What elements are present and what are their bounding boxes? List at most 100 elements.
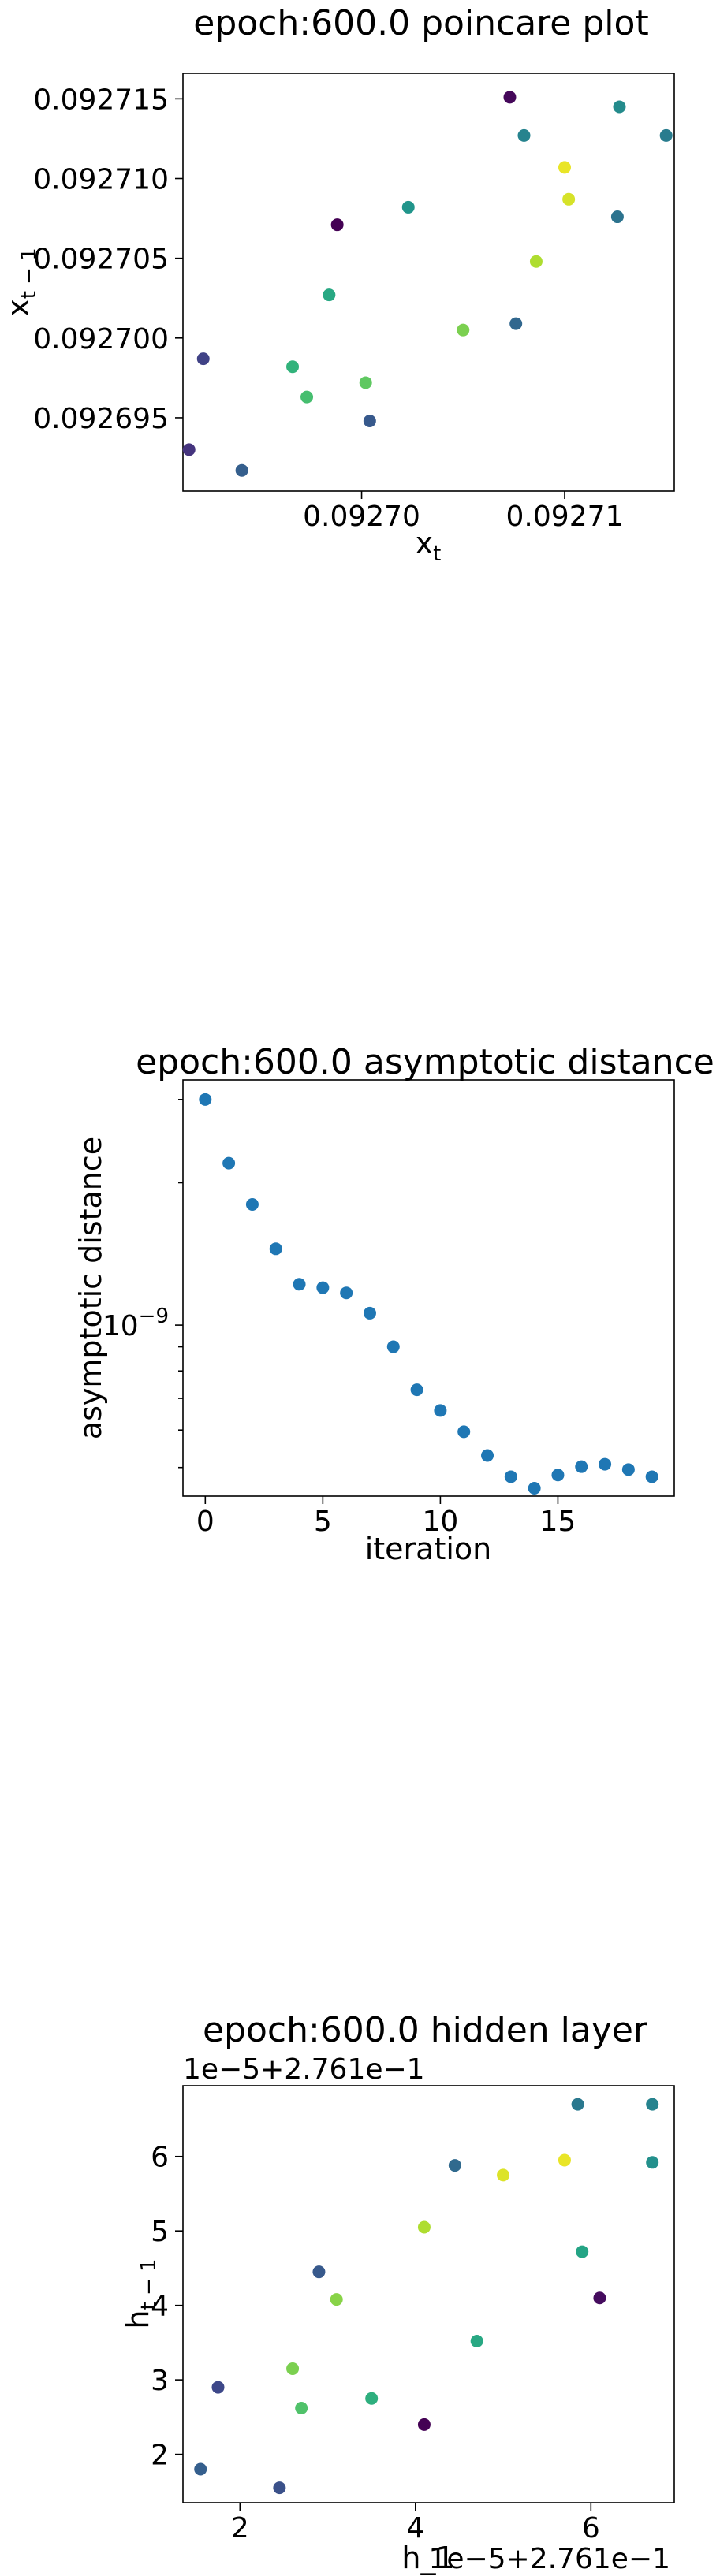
- poincare-point: [517, 128, 531, 142]
- poincare-ylabel: xt − 1: [1, 248, 41, 317]
- hidden-layer-xtick-label: 2: [231, 2512, 249, 2544]
- asymptotic-point: [199, 1093, 212, 1106]
- hidden-layer-point: [417, 2418, 431, 2431]
- asymptotic-distance-series: [199, 1093, 658, 1495]
- hidden-layer-scatter-series: [194, 2098, 659, 2495]
- poincare-xtick-label: 0.09270: [303, 501, 420, 533]
- hidden-layer-ytick-label: 3: [151, 2365, 169, 2397]
- asymptotic-y-axis: 10−9: [103, 1099, 183, 1469]
- asymptotic-point: [599, 1457, 612, 1471]
- asymptotic-xtick-label: 10: [422, 1506, 458, 1538]
- asymptotic-point: [316, 1281, 330, 1294]
- asymptotic-distance-title: epoch:600.0 asymptotic distance: [136, 1042, 714, 1082]
- poincare-point: [558, 161, 571, 174]
- asymptotic-distance-plot-area: [182, 1079, 675, 1497]
- asymptotic-ytick-label: 10−9: [103, 1305, 169, 1342]
- asymptotic-point: [457, 1425, 471, 1439]
- asymptotic-point: [434, 1404, 447, 1417]
- poincare-point: [359, 376, 372, 389]
- poincare-ytick-label: 0.092705: [33, 244, 169, 276]
- poincare-point: [613, 100, 626, 114]
- hidden-layer-point: [365, 2392, 379, 2405]
- asymptotic-point: [575, 1460, 588, 1473]
- hidden-layer-panel: epoch:600.0 hidden layer 1e−5+2.761e−1 2…: [121, 2010, 675, 2575]
- hidden-layer-point: [448, 2159, 461, 2172]
- hidden-layer-point: [312, 2265, 326, 2279]
- hidden-layer-point: [417, 2220, 431, 2234]
- poincare-plot-area: [182, 73, 675, 492]
- poincare-point: [363, 414, 376, 427]
- hidden-layer-point: [558, 2153, 571, 2167]
- asymptotic-point: [293, 1278, 306, 1291]
- poincare-point: [529, 255, 543, 268]
- hidden-layer-point: [295, 2402, 308, 2415]
- poincare-point: [330, 218, 344, 232]
- asymptotic-point: [245, 1197, 259, 1211]
- poincare-point: [659, 128, 673, 142]
- poincare-point: [300, 390, 314, 404]
- poincare-point: [323, 288, 336, 302]
- poincare-ytick-label: 0.092710: [33, 164, 169, 196]
- poincare-point: [401, 200, 415, 214]
- poincare-xtick-label: 0.09271: [506, 501, 624, 533]
- asymptotic-point: [645, 1470, 658, 1483]
- hidden-layer-point: [273, 2481, 286, 2495]
- hidden-layer-ytick-label: 6: [151, 2142, 169, 2174]
- asymptotic-point: [504, 1470, 517, 1483]
- poincare-scatter-series: [182, 91, 673, 477]
- hidden-layer-point: [593, 2291, 606, 2305]
- asymptotic-point: [410, 1383, 423, 1397]
- hidden-layer-y-offset: 1e−5+2.761e−1: [183, 2053, 425, 2086]
- hidden-layer-point: [470, 2335, 483, 2348]
- hidden-layer-point: [646, 2098, 659, 2111]
- hidden-layer-x-offset: 1e−5+2.761e−1: [428, 2543, 670, 2575]
- asymptotic-point: [528, 1482, 541, 1495]
- poincare-point: [196, 352, 210, 366]
- asymptotic-distance-panel: epoch:600.0 asymptotic distance 0 5 10 15 1…: [73, 1042, 714, 1566]
- poincare-y-axis: 0.092695 0.092700 0.092705 0.092710 0.092715: [33, 84, 183, 435]
- hidden-layer-point: [571, 2098, 584, 2111]
- hidden-layer-ytick-label: 4: [151, 2291, 169, 2323]
- poincare-plot-title: epoch:600.0 poincare plot: [193, 3, 648, 43]
- hidden-layer-xtick-label: 4: [406, 2512, 424, 2544]
- hidden-layer-point: [194, 2462, 207, 2476]
- asymptotic-xtick-label: 5: [314, 1506, 332, 1538]
- asymptotic-point: [621, 1463, 635, 1476]
- poincare-ytick-label: 0.092715: [33, 84, 169, 116]
- asymptotic-point: [222, 1156, 236, 1170]
- poincare-ytick-label: 0.092695: [33, 403, 169, 435]
- asymptotic-point: [386, 1340, 400, 1353]
- poincare-point: [503, 91, 517, 104]
- asymptotic-point: [340, 1286, 353, 1300]
- hidden-layer-point: [646, 2156, 659, 2169]
- poincare-point: [286, 360, 300, 374]
- poincare-x-axis: 0.09270 0.09271: [303, 491, 623, 533]
- hidden-layer-xlabel: h_1: [401, 2541, 454, 2575]
- hidden-layer-xtick-label: 6: [582, 2512, 600, 2544]
- poincare-point: [235, 463, 248, 477]
- hidden-layer-plot-area: [182, 2085, 675, 2503]
- poincare-xlabel: xt: [416, 526, 442, 566]
- hidden-layer-point: [211, 2381, 225, 2394]
- hidden-layer-ylabel: ht − 1: [121, 2258, 161, 2328]
- asymptotic-ylabel: asymptotic distance: [73, 1137, 108, 1439]
- asymptotic-point: [363, 1306, 376, 1320]
- poincare-plot-panel: epoch:600.0 poincare plot 0.09270 0.09271…: [1, 3, 675, 566]
- asymptotic-x-axis: 0 5 10 15: [196, 1496, 576, 1538]
- hidden-layer-point: [330, 2293, 343, 2306]
- hidden-layer-y-axis: 2 3 4 5 6: [151, 2142, 183, 2472]
- asymptotic-point: [269, 1242, 282, 1256]
- asymptotic-xlabel: iteration: [365, 1532, 492, 1566]
- hidden-layer-x-axis: 2 4 6: [231, 2503, 600, 2544]
- asymptotic-point: [551, 1469, 565, 1482]
- asymptotic-xtick-label: 0: [196, 1506, 215, 1538]
- hidden-layer-ytick-label: 5: [151, 2216, 169, 2248]
- hidden-layer-ytick-label: 2: [151, 2440, 169, 2472]
- asymptotic-point: [481, 1449, 494, 1462]
- poincare-point: [509, 317, 523, 330]
- poincare-point: [562, 192, 576, 206]
- poincare-point: [182, 443, 196, 456]
- hidden-layer-title: epoch:600.0 hidden layer: [203, 2010, 648, 2050]
- poincare-ytick-label: 0.092700: [33, 323, 169, 356]
